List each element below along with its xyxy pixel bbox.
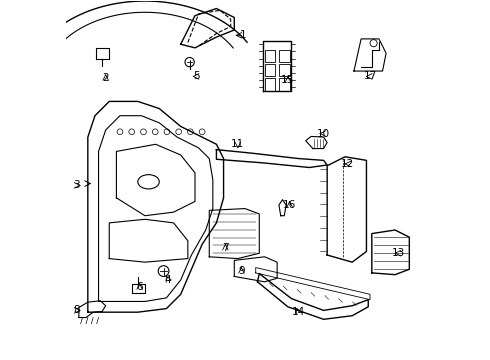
Text: 14: 14	[292, 307, 305, 317]
Bar	[265, 64, 275, 76]
Text: 8: 8	[73, 305, 80, 315]
Text: 10: 10	[317, 129, 330, 139]
Text: 2: 2	[102, 73, 109, 83]
Bar	[279, 78, 290, 91]
Text: 13: 13	[392, 248, 405, 258]
Text: 7: 7	[222, 243, 229, 253]
Bar	[279, 64, 290, 76]
Text: 9: 9	[238, 266, 245, 276]
Text: 1: 1	[240, 30, 246, 40]
Text: 11: 11	[231, 139, 245, 149]
Text: 16: 16	[283, 200, 296, 210]
Bar	[265, 50, 275, 62]
Text: 6: 6	[136, 282, 143, 292]
Bar	[265, 78, 275, 91]
Text: 17: 17	[364, 71, 377, 81]
Text: 4: 4	[165, 275, 172, 285]
Bar	[279, 50, 290, 62]
Text: 12: 12	[341, 159, 354, 169]
Text: 3: 3	[73, 180, 80, 190]
Text: 5: 5	[194, 71, 200, 81]
Text: 15: 15	[281, 75, 294, 85]
